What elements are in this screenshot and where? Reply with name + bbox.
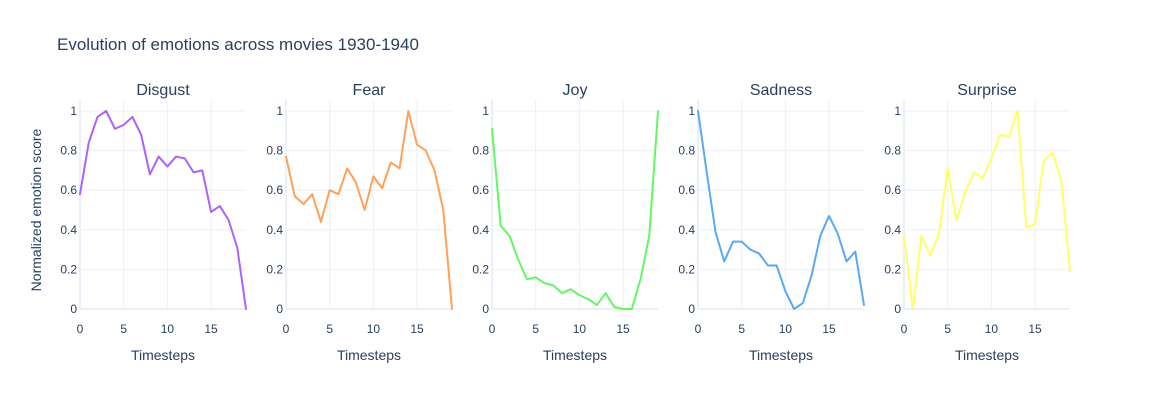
y-tick-label: 1: [688, 104, 695, 118]
x-tick-label: 0: [901, 322, 908, 336]
y-tick-label: 0.8: [60, 144, 77, 158]
series-line-joy: [491, 110, 659, 310]
x-axis-title: Timesteps: [337, 347, 401, 363]
y-tick-label: 1: [70, 104, 77, 118]
y-tick-label: 0.6: [60, 183, 77, 197]
x-tick-label: 10: [161, 322, 175, 336]
x-tick-label: 15: [1028, 322, 1042, 336]
chart-title: Evolution of emotions across movies 1930…: [57, 35, 419, 54]
y-tick-label: 0.4: [472, 223, 489, 237]
series-line-fear: [285, 110, 453, 310]
x-tick-label: 10: [367, 322, 381, 336]
x-tick-label: 10: [779, 322, 793, 336]
y-tick-label: 0.2: [884, 262, 901, 276]
x-tick-label: 5: [944, 322, 951, 336]
subplot-title: Surprise: [957, 82, 1017, 99]
subplot-surprise: Surprise 0 5 10 15 0 0.2 0.4 0.6 0.8 1 Timesteps: [884, 82, 1071, 363]
y-axis-title: Normalized emotion score: [28, 128, 44, 291]
series-line-surprise: [903, 110, 1071, 310]
y-tick-label: 0: [688, 302, 695, 316]
x-tick-label: 0: [283, 322, 290, 336]
x-tick-label: 5: [120, 322, 127, 336]
y-tick-label: 0.2: [472, 262, 489, 276]
y-tick-label: 0.2: [266, 262, 283, 276]
y-tick-label: 0: [482, 302, 489, 316]
series-line-sadness: [697, 110, 865, 310]
y-tick-label: 1: [276, 104, 283, 118]
y-tick-label: 0.4: [884, 223, 901, 237]
x-axis-title: Timesteps: [749, 347, 813, 363]
series-line-disgust: [79, 110, 247, 310]
y-tick-label: 0.4: [678, 223, 695, 237]
y-tick-label: 0: [70, 302, 77, 316]
y-tick-label: 0.8: [884, 144, 901, 158]
y-tick-label: 0.2: [60, 262, 77, 276]
x-tick-label: 15: [822, 322, 836, 336]
x-axis-title: Timesteps: [131, 347, 195, 363]
y-tick-label: 0.4: [60, 223, 77, 237]
x-tick-label: 15: [204, 322, 218, 336]
y-tick-label: 0.4: [266, 223, 283, 237]
y-tick-label: 0.6: [678, 183, 695, 197]
subplot-fear: Fear 0 5 10 15 0 0.2 0.4 0.6 0.8 1 Timesteps: [266, 82, 453, 363]
subplot-disgust: Disgust 0 5 10 15 0 0.2 0.4 0.6 0.8 1 Timesteps: [60, 82, 247, 363]
subplot-joy: Joy 0 5 10 15 0 0.2 0.4 0.6 0.8 1 Timesteps: [472, 82, 659, 363]
y-tick-label: 0: [276, 302, 283, 316]
x-axis-title: Timesteps: [955, 347, 1019, 363]
subplot-sadness: Sadness 0 5 10 15 0 0.2 0.4 0.6 0.8 1 Timesteps: [678, 82, 865, 363]
x-tick-label: 5: [532, 322, 539, 336]
y-tick-label: 0.8: [472, 144, 489, 158]
y-tick-label: 0.2: [678, 262, 695, 276]
subplot-title: Sadness: [750, 82, 812, 99]
y-tick-label: 0.8: [678, 144, 695, 158]
y-tick-label: 0.8: [266, 144, 283, 158]
x-tick-label: 10: [573, 322, 587, 336]
x-tick-label: 5: [326, 322, 333, 336]
x-tick-label: 15: [616, 322, 630, 336]
x-tick-label: 10: [985, 322, 999, 336]
x-tick-label: 15: [410, 322, 424, 336]
x-tick-label: 0: [77, 322, 84, 336]
subplot-title: Joy: [563, 82, 588, 99]
subplot-title: Fear: [353, 82, 387, 99]
y-tick-label: 0: [894, 302, 901, 316]
y-tick-label: 1: [894, 104, 901, 118]
y-tick-label: 0.6: [472, 183, 489, 197]
x-axis-title: Timesteps: [543, 347, 607, 363]
y-tick-label: 1: [482, 104, 489, 118]
subplot-title: Disgust: [136, 82, 190, 99]
x-tick-label: 5: [738, 322, 745, 336]
y-tick-label: 0.6: [266, 183, 283, 197]
y-tick-label: 0.6: [884, 183, 901, 197]
x-tick-label: 0: [695, 322, 702, 336]
x-tick-label: 0: [489, 322, 496, 336]
